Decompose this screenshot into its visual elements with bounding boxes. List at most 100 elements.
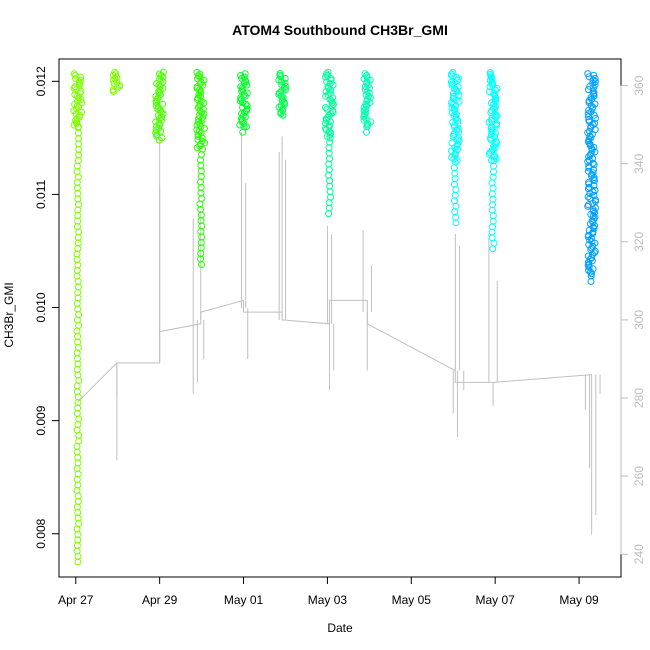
x-tick-label: May 07 xyxy=(475,593,515,607)
trace-layer xyxy=(77,132,601,535)
data-point xyxy=(589,87,597,95)
data-point xyxy=(236,97,244,105)
data-point xyxy=(492,155,500,163)
data-point xyxy=(328,102,336,110)
data-point xyxy=(72,86,80,94)
data-point xyxy=(447,99,455,107)
data-point xyxy=(159,68,167,76)
data-point xyxy=(584,70,592,78)
data-point xyxy=(323,105,331,113)
data-point xyxy=(454,136,462,144)
data-point xyxy=(323,70,330,78)
data-point xyxy=(585,156,593,164)
data-point xyxy=(455,137,463,145)
data-point xyxy=(73,316,81,324)
data-point xyxy=(487,134,494,142)
data-point xyxy=(78,99,86,107)
data-point xyxy=(240,111,247,119)
x-axis-label: Date xyxy=(327,621,353,635)
y-tick-label: 0.011 xyxy=(34,180,48,209)
data-point xyxy=(589,169,597,177)
data-point xyxy=(112,70,120,78)
points-layer xyxy=(70,68,599,566)
y-axis-label: CH3Br_GMI xyxy=(2,282,16,347)
data-point xyxy=(491,144,499,152)
y-axis-left: 0.008 0.009 0.010 0.011 0.012 xyxy=(34,66,60,549)
data-point xyxy=(492,113,500,121)
data-point xyxy=(326,138,334,146)
x-axis: Apr 27 Apr 29 May 01 May 03 May 05 May 07 May … xyxy=(58,576,599,607)
data-point xyxy=(490,157,498,165)
series-flight-2 xyxy=(109,68,124,95)
data-point xyxy=(362,105,370,113)
data-point xyxy=(589,188,597,196)
data-point xyxy=(241,70,249,78)
y-tick-label: 0.010 xyxy=(34,292,48,322)
data-point xyxy=(156,75,164,83)
data-point xyxy=(367,118,375,126)
data-point xyxy=(195,72,202,80)
data-point xyxy=(363,71,371,79)
data-point xyxy=(488,126,496,134)
data-point xyxy=(585,183,593,191)
data-point xyxy=(281,74,289,82)
data-point xyxy=(587,272,595,280)
data-point xyxy=(584,201,592,209)
data-point xyxy=(195,115,203,123)
y2-tick-label: 320 xyxy=(632,231,646,251)
data-point xyxy=(590,191,598,199)
series-flight-6 xyxy=(275,70,289,119)
series-flight-8 xyxy=(360,70,375,136)
data-point xyxy=(449,69,457,76)
data-point xyxy=(586,236,594,244)
data-point xyxy=(488,179,496,187)
data-point xyxy=(591,209,599,217)
data-point xyxy=(491,141,499,148)
data-point xyxy=(153,96,161,103)
data-point xyxy=(493,85,501,92)
data-point xyxy=(194,118,202,126)
data-point xyxy=(198,137,206,145)
y2-tick-label: 280 xyxy=(632,388,646,408)
data-point xyxy=(75,377,83,384)
data-point xyxy=(240,73,248,81)
data-point xyxy=(73,487,81,494)
data-point xyxy=(455,128,463,136)
y2-tick-label: 340 xyxy=(632,153,646,173)
series-flight-7 xyxy=(322,68,337,218)
data-point xyxy=(591,114,599,122)
trace-path xyxy=(77,299,592,403)
x-tick-label: May 03 xyxy=(308,593,348,607)
data-point xyxy=(488,78,496,86)
data-point xyxy=(239,128,247,136)
data-point xyxy=(454,120,462,128)
data-point xyxy=(454,75,462,83)
data-point xyxy=(77,87,85,95)
data-point xyxy=(109,86,117,94)
series-flight-9 xyxy=(447,69,463,227)
data-point xyxy=(197,92,205,100)
data-point xyxy=(324,72,331,79)
data-point xyxy=(326,89,334,97)
data-point xyxy=(155,70,163,78)
y-tick-label: 0.009 xyxy=(34,405,48,435)
data-point xyxy=(585,73,593,81)
data-point xyxy=(70,84,78,92)
data-point xyxy=(584,252,592,260)
y2-tick-label: 300 xyxy=(632,310,646,330)
data-point xyxy=(275,103,283,111)
data-point xyxy=(326,80,334,87)
data-point xyxy=(588,145,596,153)
y-tick-label: 0.012 xyxy=(34,66,48,96)
series-flight-10 xyxy=(485,69,501,253)
data-point xyxy=(327,129,335,137)
data-point xyxy=(451,208,459,216)
data-point xyxy=(453,77,461,84)
plot-frame xyxy=(58,58,622,578)
data-point xyxy=(361,70,369,78)
data-point xyxy=(198,151,205,158)
data-point xyxy=(491,105,499,113)
data-point xyxy=(275,89,283,97)
x-tick-label: May 05 xyxy=(392,593,432,607)
data-point xyxy=(584,158,592,166)
